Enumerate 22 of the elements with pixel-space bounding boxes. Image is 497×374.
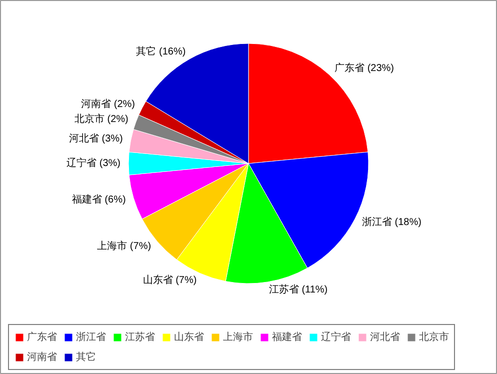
legend-label: 北京市 <box>419 330 449 344</box>
data-label: 浙江省 (18%) <box>362 216 422 228</box>
data-label: 北京市 (2%) <box>74 112 128 125</box>
data-label: 辽宁省 (3%) <box>66 157 121 169</box>
legend-label: 福建省 <box>272 330 302 344</box>
data-label: 福建省 (6%) <box>72 193 126 206</box>
legend-label: 山东省 <box>174 330 204 344</box>
legend-label: 广东省 <box>27 330 57 344</box>
legend-label: 辽宁省 <box>321 330 351 344</box>
legend-label: 江苏省 <box>125 330 155 344</box>
legend-label: 上海市 <box>223 330 253 344</box>
data-label: 河南省 (2%) <box>81 98 136 110</box>
legend-label: 其它 <box>76 350 96 364</box>
data-label: 山东省 (7%) <box>142 274 197 286</box>
data-label: 河北省 (3%) <box>68 132 123 145</box>
legend-label: 浙江省 <box>76 330 106 344</box>
data-label: 其它 (16%) <box>136 45 186 58</box>
legend-label: 河北省 <box>370 330 400 344</box>
data-label: 江苏省 (11%) <box>268 283 328 296</box>
data-label: 广东省 (23%) <box>334 62 394 74</box>
legend-label: 河南省 <box>27 350 57 364</box>
data-label: 上海市 (7%) <box>97 240 152 252</box>
